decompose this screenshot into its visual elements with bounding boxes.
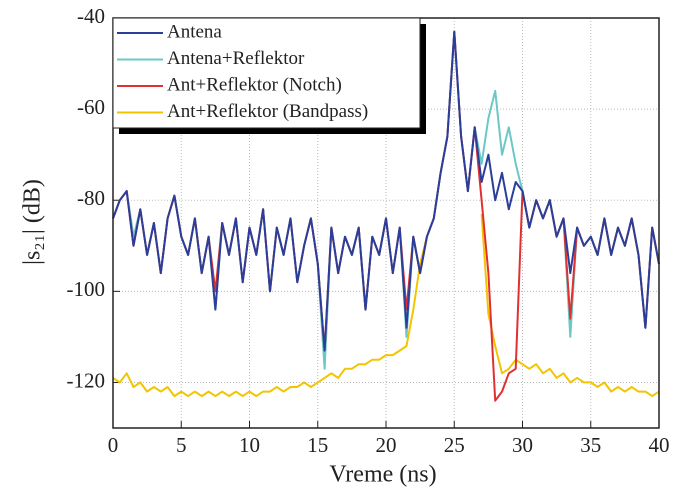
y-tick-label: -120 (67, 368, 106, 392)
y-tick-label: -40 (77, 4, 105, 28)
x-tick-label: 0 (108, 433, 119, 457)
legend: Antena Antena+Reflektor Ant+Reflektor (Not… (112, 17, 426, 134)
x-tick-label: 20 (376, 433, 397, 457)
x-tick-label: 35 (580, 433, 601, 457)
series-line (112, 30, 660, 352)
y-tick-label: -80 (77, 186, 105, 210)
series-line (112, 213, 660, 398)
x-tick-label: 40 (649, 433, 670, 457)
y-tick-label: -100 (67, 277, 106, 301)
x-axis-label: Vreme (ns) (329, 462, 436, 488)
x-tick-label: 15 (307, 433, 328, 457)
legend-box (112, 17, 421, 129)
x-tick-label: 5 (176, 433, 187, 457)
y-tick-label: -60 (77, 95, 105, 119)
legend-label: Antena (167, 21, 222, 42)
legend-label: Ant+Reflektor (Notch) (167, 74, 342, 95)
x-tick-label: 30 (512, 433, 533, 457)
x-tick-label: 10 (239, 433, 260, 457)
legend-label: Antena+Reflektor (167, 48, 305, 69)
y-axis-label: |s₂₁| (dB) (20, 179, 46, 265)
legend-label: Ant+Reflektor (Bandpass) (167, 101, 368, 122)
x-tick-label: 25 (444, 433, 465, 457)
